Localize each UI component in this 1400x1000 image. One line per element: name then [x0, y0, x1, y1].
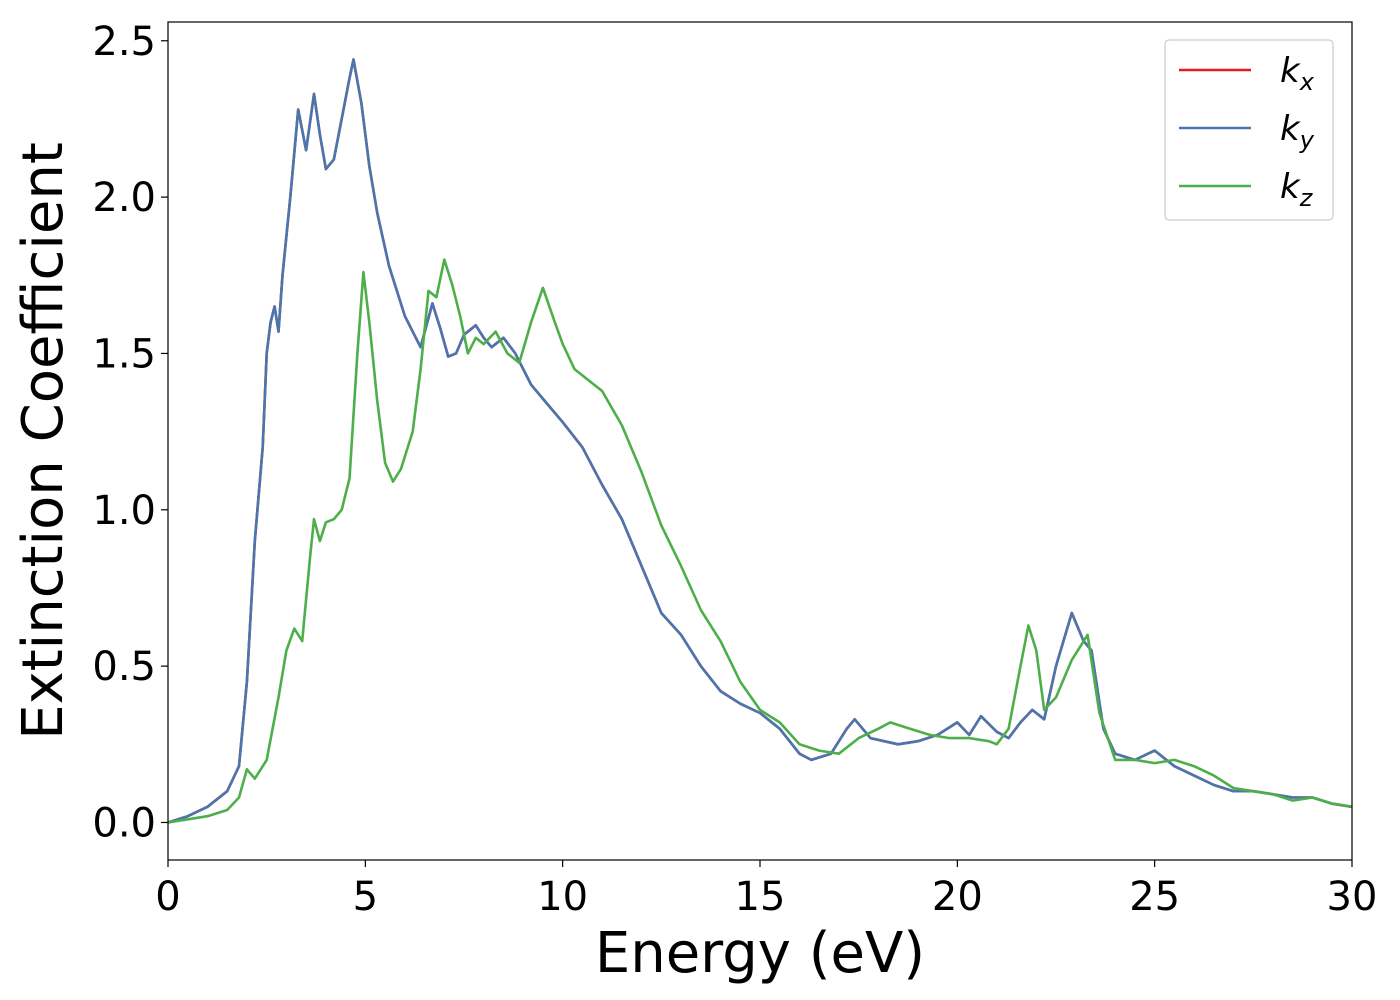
y-tick-label: 0.5 — [92, 644, 156, 690]
y-tick-label: 0.0 — [92, 800, 156, 846]
x-tick-label: 10 — [537, 874, 588, 920]
y-tick-label: 1.5 — [92, 331, 156, 377]
y-tick-label: 1.0 — [92, 488, 156, 534]
series-line-kz — [168, 258, 1352, 824]
x-tick-label: 30 — [1327, 874, 1378, 920]
legend-box — [1164, 39, 1334, 221]
x-tick-label: 25 — [1129, 874, 1180, 920]
x-tick-label: 5 — [353, 874, 378, 920]
x-tick-label: 15 — [735, 874, 786, 920]
x-axis: 0 5 10 15 20 25 30 — [155, 860, 1377, 920]
y-tick-label: 2.5 — [92, 19, 156, 65]
series-line-ky — [168, 58, 1352, 824]
x-tick-label: 0 — [155, 874, 180, 920]
x-tick-label: 20 — [932, 874, 983, 920]
y-axis: 0.0 0.5 1.0 1.5 2.0 2.5 — [92, 19, 168, 846]
y-axis-label: Extinction Coefficient — [11, 142, 76, 740]
series-lines — [168, 58, 1352, 824]
x-axis-label: Energy (eV) — [595, 921, 925, 986]
y-tick-label: 2.0 — [92, 175, 156, 221]
